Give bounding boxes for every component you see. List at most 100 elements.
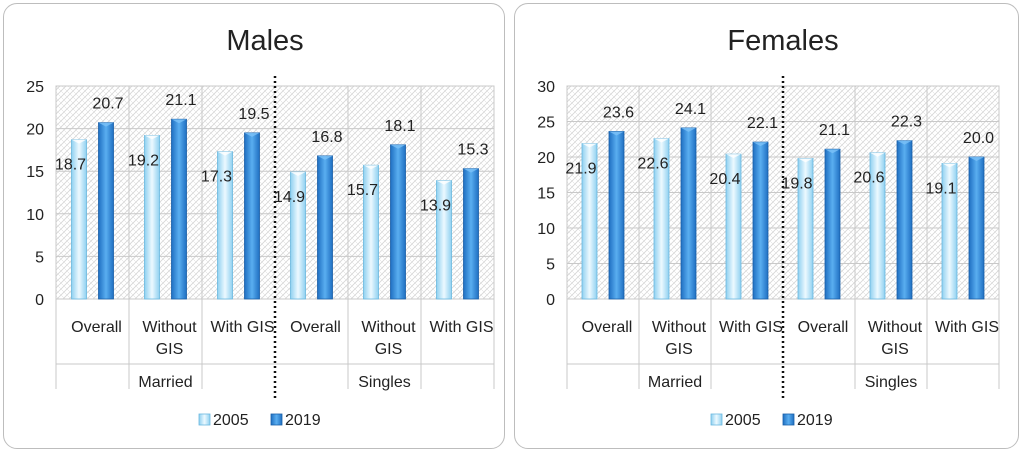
y-tick-label: 20	[26, 122, 44, 139]
chart-title: Males	[226, 25, 303, 57]
bar-cap	[71, 139, 87, 144]
bar-cap	[609, 131, 624, 136]
category-label: Without	[652, 319, 707, 336]
category-label: With GIS	[935, 319, 999, 336]
y-tick-label: 10	[537, 221, 555, 238]
legend-label: 2019	[797, 412, 833, 429]
category-label: GIS	[375, 341, 403, 358]
bar-cap	[171, 119, 187, 124]
category-label: With GIS	[429, 319, 493, 336]
bar-cap	[942, 163, 957, 168]
bar-2019	[244, 132, 260, 300]
data-label: 14.9	[274, 189, 305, 206]
data-label: 16.8	[311, 129, 342, 146]
data-label: 22.6	[637, 156, 668, 173]
y-tick-label: 30	[537, 79, 555, 96]
bar-cap	[753, 142, 768, 147]
data-label: 20.6	[853, 170, 884, 187]
y-tick-label: 0	[35, 292, 44, 309]
data-label: 19.8	[781, 175, 812, 192]
bar-2019	[98, 122, 114, 300]
bar-cap	[582, 143, 597, 148]
males-chart: Males 0 5 10 15 20 25 18.7 20.7 19.2 21.1 17.3 19.5 1…	[26, 25, 495, 429]
data-label: 23.6	[603, 104, 634, 121]
category-label: Overall	[582, 319, 633, 336]
group-label: Singles	[865, 374, 917, 391]
category-label: GIS	[665, 341, 693, 358]
bar-cap	[390, 144, 406, 149]
bar-2019	[680, 127, 697, 300]
legend-label: 2005	[213, 412, 249, 429]
bar-cap	[98, 122, 114, 127]
group-label: Married	[648, 374, 702, 391]
legend-swatch-2019	[782, 413, 795, 426]
data-label: 20.4	[709, 171, 740, 188]
bar-2019	[968, 156, 985, 300]
data-label: 24.1	[675, 101, 706, 118]
legend-swatch-2005	[198, 413, 211, 426]
bar-cap	[654, 138, 669, 143]
category-label: With GIS	[719, 319, 783, 336]
data-label: 22.1	[747, 115, 778, 132]
bar-cap	[969, 157, 984, 161]
y-tick-label: 25	[26, 79, 44, 96]
y-tick-label: 15	[537, 186, 555, 203]
bar-2019	[608, 131, 625, 300]
group-label: Married	[138, 374, 192, 391]
data-label: 17.3	[201, 169, 232, 186]
females-chart-panel: Females 0 5 10 15 20 25 30 21.9 23.6 22.6 24.1 20.4 2…	[514, 3, 1019, 449]
bar-cap	[317, 155, 333, 160]
bar-cap	[681, 127, 696, 132]
data-label: 22.3	[891, 114, 922, 131]
category-label: With GIS	[210, 319, 274, 336]
bar-cap	[897, 140, 912, 145]
bar-2019	[390, 144, 406, 300]
data-label: 20.7	[92, 96, 123, 113]
chart-title: Females	[727, 25, 838, 57]
bar-cap	[244, 132, 260, 137]
bar-cap	[217, 151, 233, 156]
data-label: 19.2	[128, 152, 159, 169]
y-tick-label: 20	[537, 150, 555, 167]
data-label: 18.7	[55, 157, 86, 174]
data-label: 15.7	[347, 182, 378, 199]
data-label: 15.3	[457, 142, 488, 159]
legend-label: 2005	[725, 412, 761, 429]
y-tick-label: 5	[546, 257, 555, 274]
bar-2019	[824, 148, 841, 300]
category-label: Overall	[290, 319, 341, 336]
y-tick-label: 5	[35, 249, 44, 266]
bar-cap	[870, 152, 885, 157]
category-label: GIS	[881, 341, 909, 358]
bar-cap	[363, 165, 379, 170]
bar-2019	[463, 168, 479, 300]
bar-cap	[726, 154, 741, 159]
y-tick-label: 0	[546, 292, 555, 309]
bar-2019	[752, 141, 769, 300]
legend-swatch-2005	[710, 413, 723, 426]
y-tick-label: 10	[26, 207, 44, 224]
data-label: 21.9	[565, 161, 596, 178]
bar-cap	[290, 172, 306, 177]
category-label: Without	[868, 319, 923, 336]
bar-cap	[463, 168, 479, 173]
bar-cap	[436, 180, 452, 185]
males-chart-panel: Males 0 5 10 15 20 25 18.7 20.7 19.2 21.1 17.3 19.5 1…	[3, 3, 505, 449]
group-label: Singles	[358, 374, 410, 391]
bar-cap	[825, 149, 840, 154]
data-label: 20.0	[963, 130, 994, 147]
females-chart: Females 0 5 10 15 20 25 30 21.9 23.6 22.6 24.1 20.4 2…	[537, 25, 1000, 429]
y-tick-label: 25	[537, 115, 555, 132]
data-label: 21.1	[819, 122, 850, 139]
data-label: 19.1	[925, 180, 956, 197]
bar-2019	[896, 140, 913, 300]
data-label: 21.1	[165, 92, 196, 109]
data-label: 18.1	[384, 118, 415, 135]
category-label: Overall	[798, 319, 849, 336]
category-label: Without	[361, 319, 416, 336]
data-label: 19.5	[238, 106, 269, 123]
legend-label: 2019	[285, 412, 321, 429]
legend-swatch-2019	[270, 413, 283, 426]
category-label: Without	[142, 319, 197, 336]
bar-2019	[171, 118, 187, 300]
